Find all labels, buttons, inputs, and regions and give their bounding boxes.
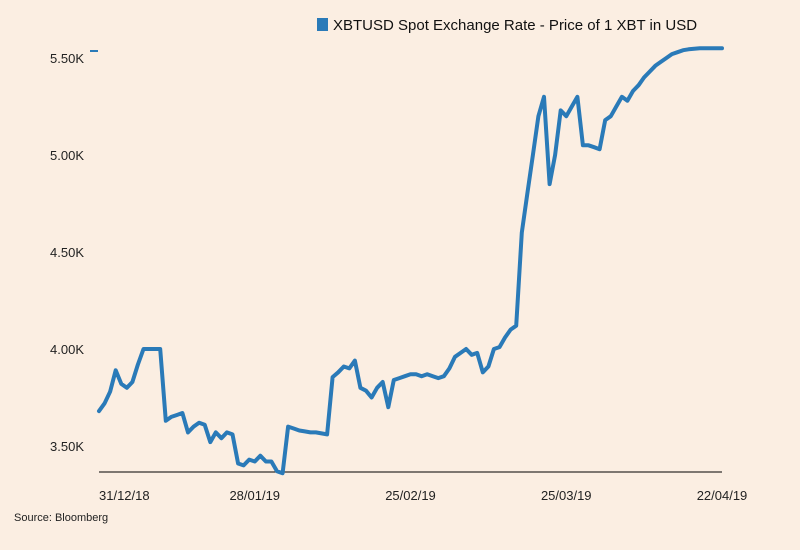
y-tick-label: 4.00K (50, 342, 84, 357)
source-note: Source: Bloomberg (14, 512, 108, 524)
y-tick-label: 5.00K (50, 148, 84, 163)
legend-label: XBTUSD Spot Exchange Rate - Price of 1 X… (333, 17, 697, 34)
series-line-xbtusd (97, 46, 724, 476)
x-tick-label: 22/04/19 (697, 488, 748, 503)
y-axis: 3.50K 4.00K 4.50K 5.00K 5.50K (50, 50, 98, 454)
x-tick-label: 28/01/19 (229, 488, 280, 503)
x-axis: 31/12/18 28/01/19 25/02/19 25/03/19 22/04/19 (99, 488, 747, 503)
y-tick-label: 3.50K (50, 439, 84, 454)
x-tick-label: 25/02/19 (385, 488, 436, 503)
x-tick-label: 31/12/18 (99, 488, 150, 503)
y-tick-label: 5.50K (50, 51, 84, 66)
x-tick-label: 25/03/19 (541, 488, 592, 503)
y-tick-label: 4.50K (50, 245, 84, 260)
legend-swatch (317, 18, 328, 31)
